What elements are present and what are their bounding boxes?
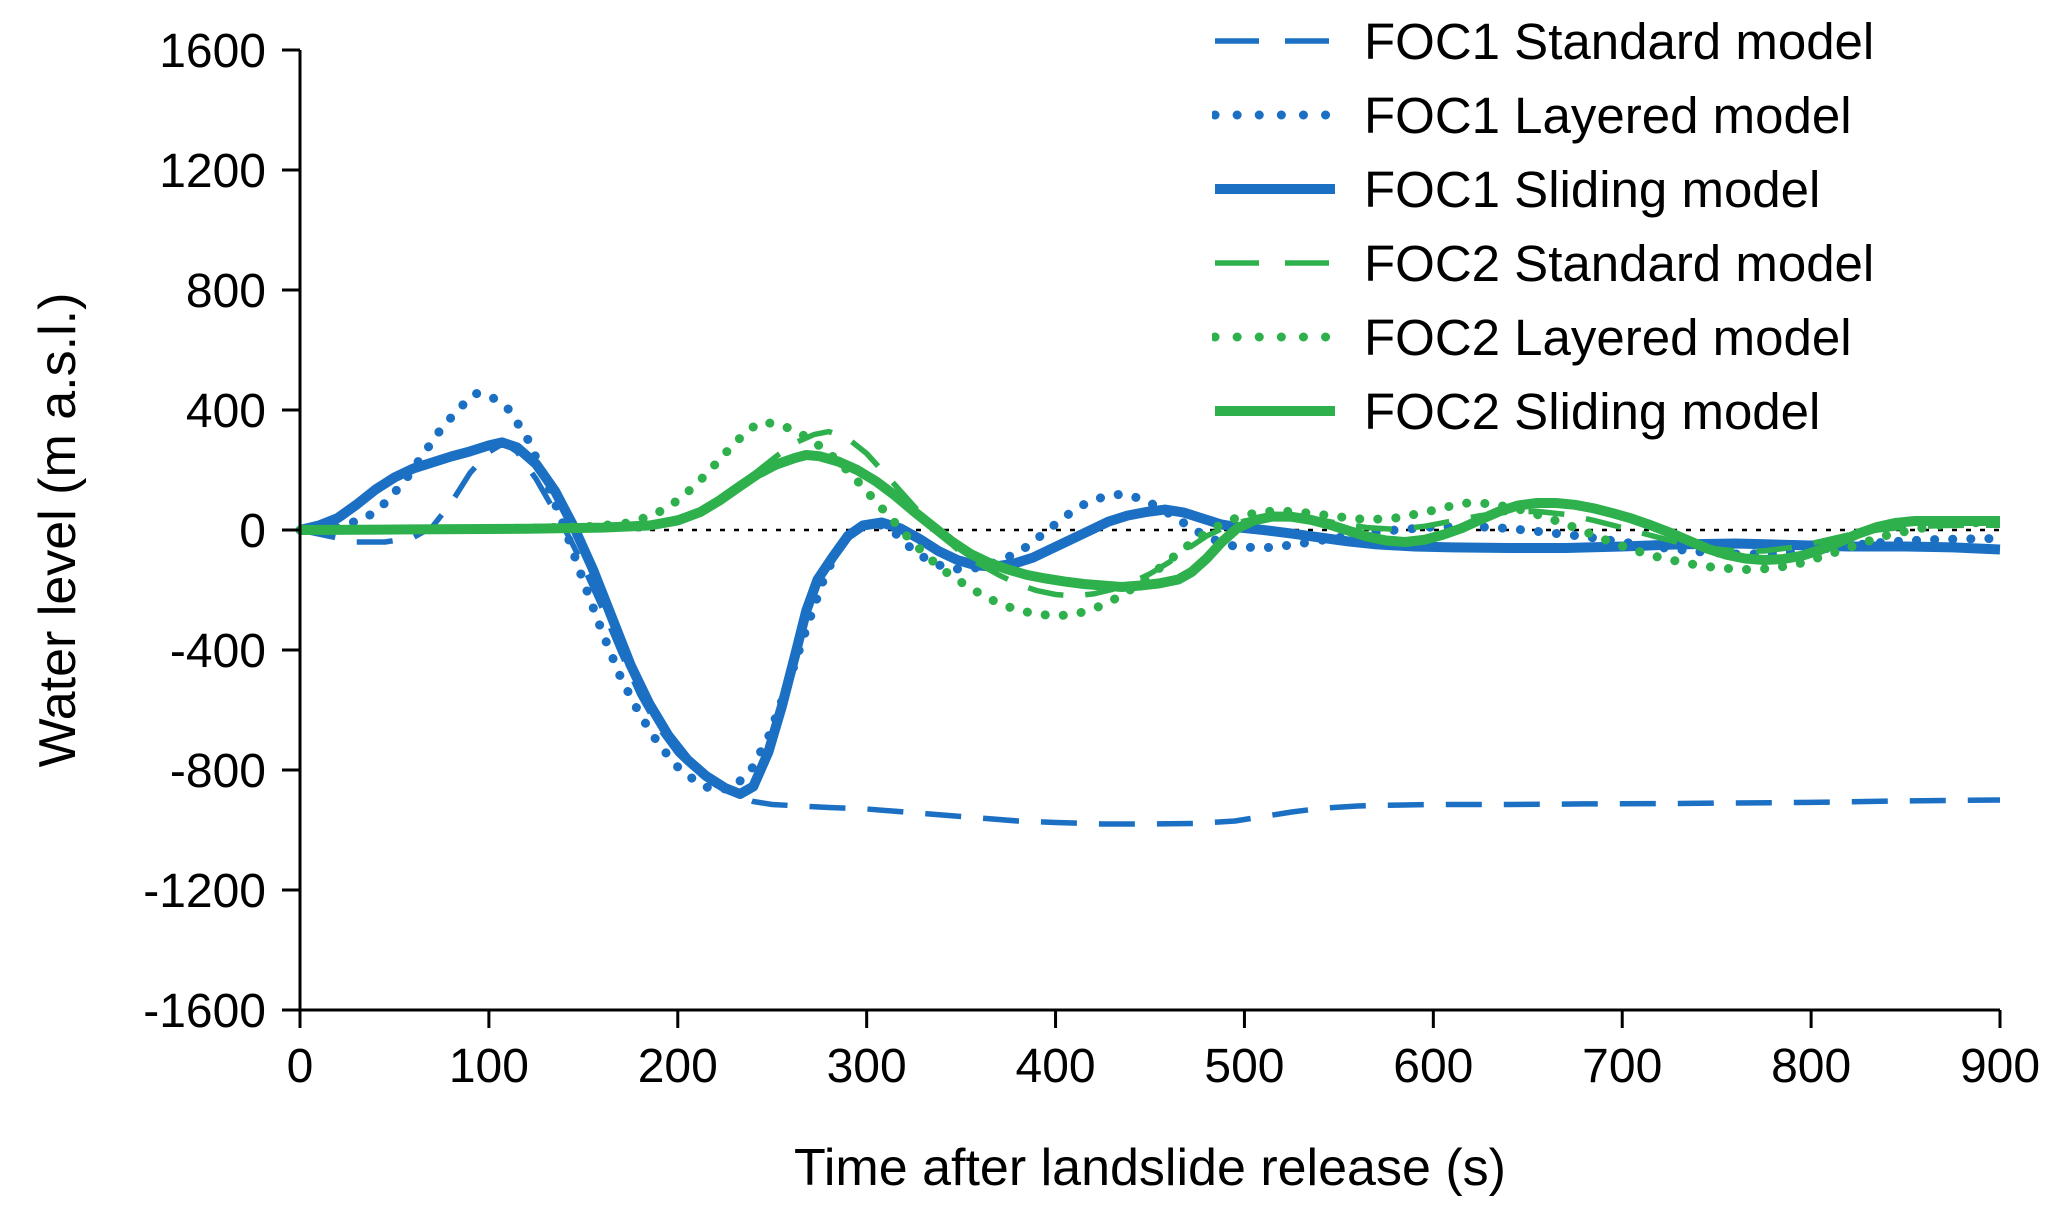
y-tick-label: -400 bbox=[170, 625, 266, 678]
y-tick-label: 1200 bbox=[159, 145, 266, 198]
x-tick-label: 100 bbox=[449, 1040, 529, 1093]
legend-item-foc2-sliding: FOC2 Sliding model bbox=[1212, 374, 1874, 448]
y-tick-label: -800 bbox=[170, 745, 266, 798]
series-foc1-sliding bbox=[298, 437, 2001, 799]
x-axis-title: Time after landslide release (s) bbox=[794, 1139, 1506, 1197]
legend-label: FOC2 Standard model bbox=[1364, 234, 1875, 292]
legend: FOC1 Standard model FOC1 Layered model FOC… bbox=[1212, 4, 1874, 448]
legend-label: FOC2 Sliding model bbox=[1364, 382, 1821, 440]
x-tick-label: 0 bbox=[287, 1040, 314, 1093]
y-tick-label: 400 bbox=[186, 385, 266, 438]
series-foc2-sliding bbox=[299, 450, 2000, 592]
legend-item-foc1-sliding: FOC1 Sliding model bbox=[1212, 152, 1874, 226]
x-tick-label: 300 bbox=[827, 1040, 907, 1093]
series-foc1-standard bbox=[299, 440, 2001, 827]
x-tick-label: 700 bbox=[1582, 1040, 1662, 1093]
y-axis-title: Water level (m a.s.l.) bbox=[29, 292, 87, 768]
legend-label: FOC1 Sliding model bbox=[1364, 160, 1821, 218]
legend-label: FOC2 Layered model bbox=[1364, 308, 1852, 366]
x-tick-label: 400 bbox=[1016, 1040, 1096, 1093]
series-foc1-layered bbox=[295, 389, 2005, 794]
legend-item-foc1-standard: FOC1 Standard model bbox=[1212, 4, 1874, 78]
legend-item-foc2-layered: FOC2 Layered model bbox=[1212, 300, 1874, 374]
legend-sample-line bbox=[1215, 260, 1335, 266]
legend-sample-line bbox=[1215, 38, 1335, 44]
series-foc2-layered bbox=[295, 418, 2005, 621]
y-tick-label: -1600 bbox=[143, 985, 266, 1038]
x-tick-label: 900 bbox=[1960, 1040, 2040, 1093]
legend-label: FOC1 Standard model bbox=[1364, 12, 1875, 70]
y-tick-label: 0 bbox=[239, 505, 266, 558]
legend-item-foc2-standard: FOC2 Standard model bbox=[1212, 226, 1874, 300]
legend-sample-line bbox=[1215, 184, 1335, 194]
legend-item-foc1-layered: FOC1 Layered model bbox=[1212, 78, 1874, 152]
legend-label: FOC1 Layered model bbox=[1364, 86, 1852, 144]
x-tick-label: 800 bbox=[1771, 1040, 1851, 1093]
y-tick-label: -1200 bbox=[143, 865, 266, 918]
legend-sample-line bbox=[1212, 110, 1338, 120]
y-tick-label: 1600 bbox=[159, 25, 266, 78]
y-tick-label: 800 bbox=[186, 265, 266, 318]
legend-sample-line bbox=[1215, 406, 1335, 416]
x-tick-label: 500 bbox=[1204, 1040, 1284, 1093]
x-tick-label: 600 bbox=[1393, 1040, 1473, 1093]
legend-sample-line bbox=[1212, 332, 1338, 342]
x-tick-label: 200 bbox=[638, 1040, 718, 1093]
